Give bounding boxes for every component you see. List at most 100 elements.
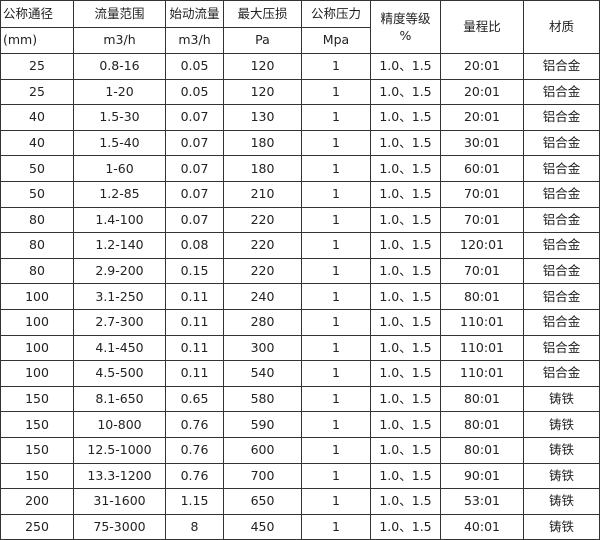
table-cell: 1.0、1.5 xyxy=(370,513,441,540)
table-cell: 1 xyxy=(301,360,371,387)
unit-flow-range: m3/h xyxy=(73,26,166,54)
unit-starting-flow: m3/h xyxy=(165,26,224,54)
table-cell: 31-1600 xyxy=(73,488,166,515)
table-cell: 1 xyxy=(301,129,371,157)
table-row: 80 2.9-200 0.15 220 1 1.0、1.5 70:01 铝合金 xyxy=(0,257,600,285)
table-header: 公称通径 流量范围 始动流量 最大压损 公称压力 精度等级 % 量程比 材质 (… xyxy=(0,0,600,54)
table-cell: 450 xyxy=(223,513,302,540)
table-cell: 240 xyxy=(223,283,302,310)
table-cell: 1 xyxy=(301,308,371,336)
table-cell: 1.0、1.5 xyxy=(370,155,441,182)
header-diameter: 公称通径 xyxy=(0,0,74,28)
table-cell: 1 xyxy=(301,257,371,285)
table-cell: 590 xyxy=(223,411,302,438)
table-cell: 铸铁 xyxy=(523,488,600,515)
table-cell: 8.1-650 xyxy=(73,385,166,413)
table-cell: 120:01 xyxy=(440,232,524,259)
table-cell: 540 xyxy=(223,360,302,387)
table-cell: 0.15 xyxy=(165,257,224,285)
table-cell: 1.0、1.5 xyxy=(370,360,441,387)
table-cell: 150 xyxy=(0,436,74,464)
table-cell: 8 xyxy=(165,513,224,540)
table-cell: 0.07 xyxy=(165,155,224,182)
table-cell: 12.5-1000 xyxy=(73,436,166,464)
table-cell: 2.9-200 xyxy=(73,257,166,285)
table-cell: 25 xyxy=(0,53,74,80)
table-row: 150 10-800 0.76 590 1 1.0、1.5 80:01 铸铁 xyxy=(0,411,600,438)
table-cell: 40 xyxy=(0,104,74,131)
table-cell: 150 xyxy=(0,411,74,438)
table-cell: 20:01 xyxy=(440,78,524,106)
table-cell: 0.05 xyxy=(165,53,224,80)
table-cell: 4.1-450 xyxy=(73,334,166,362)
table-cell: 70:01 xyxy=(440,180,524,208)
table-cell: 200 xyxy=(0,488,74,515)
table-cell: 90:01 xyxy=(440,462,524,490)
table-cell: 75-3000 xyxy=(73,513,166,540)
table-cell: 100 xyxy=(0,360,74,387)
table-row: 25 1-20 0.05 120 1 1.0、1.5 20:01 铝合金 xyxy=(0,78,600,106)
table-cell: 220 xyxy=(223,206,302,234)
table-cell: 0.11 xyxy=(165,308,224,336)
table-cell: 铝合金 xyxy=(523,206,600,234)
table-cell: 280 xyxy=(223,308,302,336)
table-cell: 3.1-250 xyxy=(73,283,166,310)
table-cell: 铸铁 xyxy=(523,513,600,540)
table-cell: 0.11 xyxy=(165,334,224,362)
table-cell: 100 xyxy=(0,334,74,362)
table-cell: 1.0、1.5 xyxy=(370,436,441,464)
table-cell: 150 xyxy=(0,385,74,413)
table-cell: 0.8-16 xyxy=(73,53,166,80)
table-cell: 0.07 xyxy=(165,180,224,208)
table-cell: 80:01 xyxy=(440,411,524,438)
table-row: 80 1.4-100 0.07 220 1 1.0、1.5 70:01 铝合金 xyxy=(0,206,600,234)
table-cell: 0.07 xyxy=(165,104,224,131)
table-cell: 铸铁 xyxy=(523,385,600,413)
table-cell: 1.0、1.5 xyxy=(370,180,441,208)
table-cell: 1 xyxy=(301,411,371,438)
table-cell: 0.07 xyxy=(165,129,224,157)
table-cell: 铝合金 xyxy=(523,257,600,285)
table-row: 40 1.5-40 0.07 180 1 1.0、1.5 30:01 铝合金 xyxy=(0,129,600,157)
header-accuracy-label: 精度等级 xyxy=(380,11,431,26)
table-cell: 1 xyxy=(301,436,371,464)
table-cell: 铸铁 xyxy=(523,436,600,464)
table-cell: 1.2-140 xyxy=(73,232,166,259)
table-cell: 0.11 xyxy=(165,360,224,387)
table-cell: 4.5-500 xyxy=(73,360,166,387)
header-accuracy-unit: % xyxy=(399,28,412,43)
table-row: 50 1.2-85 0.07 210 1 1.0、1.5 70:01 铝合金 xyxy=(0,180,600,208)
table-cell: 120 xyxy=(223,78,302,106)
table-cell: 100 xyxy=(0,308,74,336)
table-cell: 1.0、1.5 xyxy=(370,78,441,106)
table-cell: 25 xyxy=(0,78,74,106)
table-cell: 铝合金 xyxy=(523,283,600,310)
table-cell: 13.3-1200 xyxy=(73,462,166,490)
table-cell: 1.0、1.5 xyxy=(370,232,441,259)
table-cell: 110:01 xyxy=(440,334,524,362)
table-cell: 30:01 xyxy=(440,129,524,157)
header-nominal-pressure: 公称压力 xyxy=(301,0,371,28)
table-cell: 20:01 xyxy=(440,53,524,80)
table-cell: 100 xyxy=(0,283,74,310)
table-cell: 0.65 xyxy=(165,385,224,413)
table-cell: 180 xyxy=(223,155,302,182)
table-cell: 1 xyxy=(301,283,371,310)
table-cell: 铝合金 xyxy=(523,180,600,208)
table-cell: 70:01 xyxy=(440,206,524,234)
table-cell: 铸铁 xyxy=(523,411,600,438)
table-cell: 120 xyxy=(223,53,302,80)
table-cell: 70:01 xyxy=(440,257,524,285)
table-cell: 1 xyxy=(301,488,371,515)
table-cell: 铝合金 xyxy=(523,360,600,387)
table-cell: 1.5-40 xyxy=(73,129,166,157)
table-cell: 1.0、1.5 xyxy=(370,334,441,362)
table-cell: 300 xyxy=(223,334,302,362)
table-cell: 0.11 xyxy=(165,283,224,310)
table-cell: 0.76 xyxy=(165,462,224,490)
table-cell: 80 xyxy=(0,257,74,285)
header-flow-range: 流量范围 xyxy=(73,0,166,28)
table-cell: 20:01 xyxy=(440,104,524,131)
table-row: 150 12.5-1000 0.76 600 1 1.0、1.5 80:01 铸铁 xyxy=(0,436,600,464)
